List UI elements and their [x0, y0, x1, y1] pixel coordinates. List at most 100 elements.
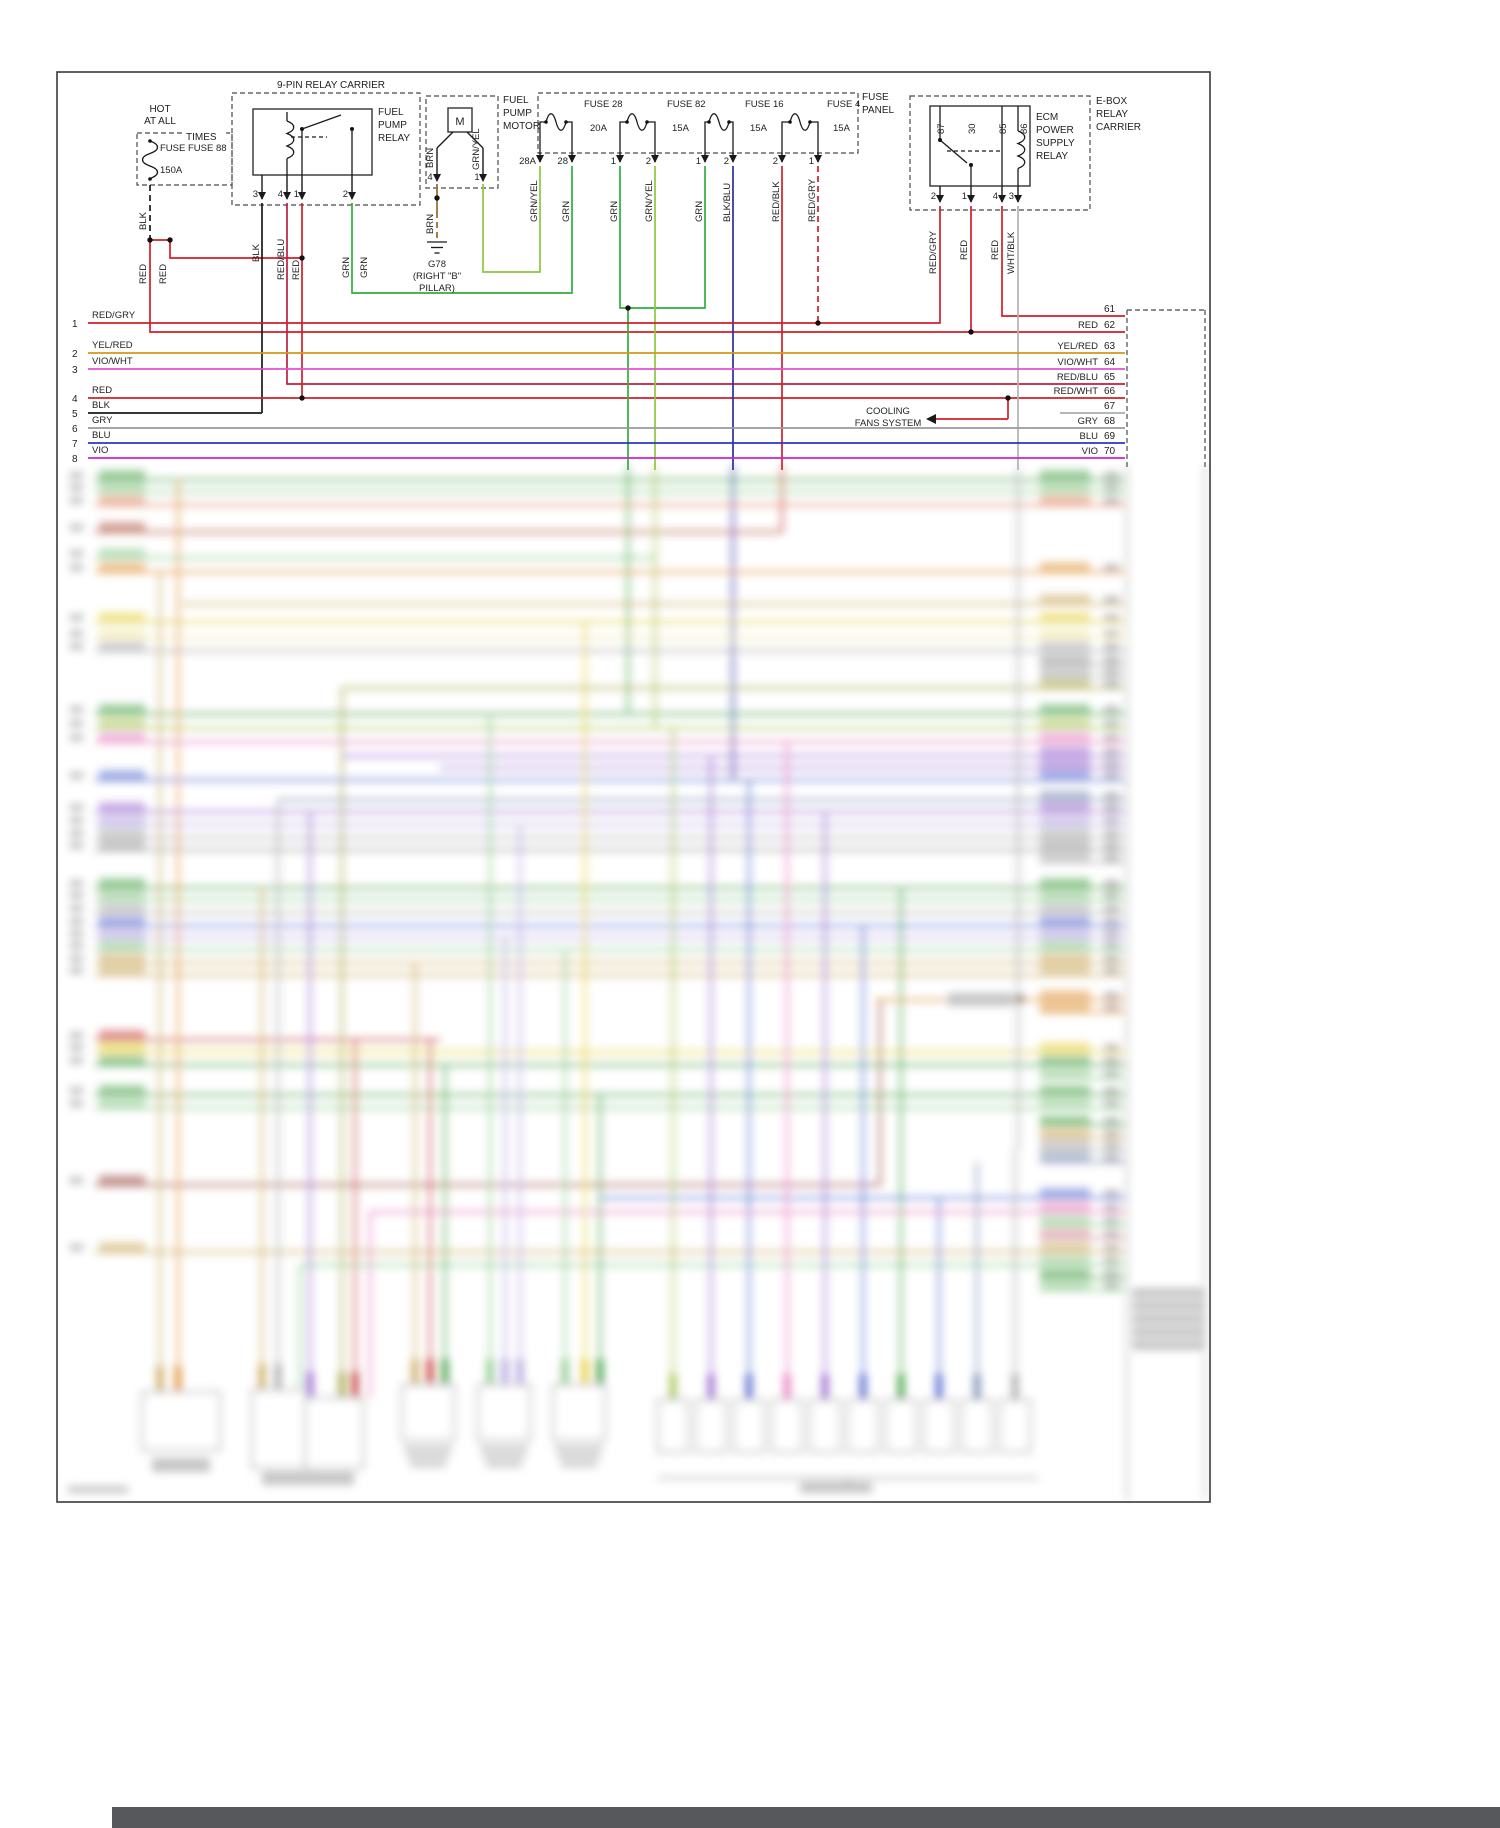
ecm-relay-name-line3: SUPPLY: [1036, 138, 1075, 149]
blurred-wire-label: [99, 1055, 145, 1064]
hot-feed-circuit: HOT AT ALL TIMES FUSE FUSE 88 150A BLK R…: [136, 104, 1125, 333]
wire-label-redblk: RED/BLK: [771, 181, 782, 222]
relay-switch-blade: [301, 114, 342, 130]
blurred-wire-label: [1040, 770, 1090, 779]
blurred-wire-label: [1040, 1140, 1090, 1149]
blurred-wire-label: [99, 878, 145, 887]
blurred-terminal-number: [1104, 1070, 1119, 1077]
relay-name-line2: PUMP: [378, 120, 407, 131]
blurred-wire-label: [1040, 1085, 1090, 1094]
blurred-terminal-number: [1104, 1230, 1119, 1237]
right-terminal-70: 70: [1104, 446, 1116, 457]
ebox-title-line2: RELAY: [1096, 109, 1128, 120]
blurred-wire-label: [1040, 758, 1090, 767]
relay-contact-dot: [350, 127, 354, 131]
blurred-terminal-number: [1104, 614, 1119, 621]
ebox-title-line1: E-BOX: [1096, 96, 1127, 107]
blurred-connector: [885, 1399, 917, 1453]
blurred-label: [1132, 1301, 1204, 1311]
wire-label-red: RED: [959, 240, 970, 260]
ecm-pin1-number: 1: [962, 191, 967, 202]
fuse16-pin-right: 2: [724, 156, 729, 167]
blurred-terminal-number: [70, 942, 83, 949]
left-wire-label-6: GRY: [92, 415, 113, 426]
blurred-wire-label: [99, 828, 145, 837]
fuse-symbol: [789, 113, 811, 131]
wire-label-red: RED: [291, 260, 302, 280]
blurred-wire-label: [99, 903, 145, 912]
motor-symbol: [447, 107, 473, 133]
blurred-connector-pin: [973, 1374, 981, 1400]
blurred-connector: [251, 1389, 311, 1469]
blurred-wire-label: [1040, 852, 1090, 861]
blurred-terminal-number: [1104, 892, 1119, 899]
blurred-wire-label: [99, 482, 145, 491]
ecm-coil-symbol: [1016, 130, 1026, 170]
blurred-terminal-number: [70, 1032, 83, 1039]
blurred-wire-label: [1040, 704, 1090, 713]
blurred-terminal-number: [1104, 1204, 1119, 1211]
wire-grn-bus: [619, 166, 706, 309]
motor-pin1-number: 1: [474, 172, 479, 183]
wire-grn-to-fuse28: [351, 166, 573, 294]
wire-label-grn: GRN: [609, 201, 620, 222]
blurred-terminal-number: [1104, 734, 1119, 741]
blurred-wire-label: [1040, 878, 1090, 887]
blurred-connector-pin: [821, 1374, 829, 1400]
blurred-terminal-number: [1104, 748, 1119, 755]
blurred-terminal-number: [1104, 1142, 1119, 1149]
blurred-label: [1132, 1340, 1204, 1350]
blurred-terminal-number: [1104, 656, 1119, 663]
blurred-wire-label: [99, 641, 145, 650]
blurred-wire-label: [1040, 1228, 1090, 1237]
blurred-terminal-number: [1104, 1057, 1119, 1064]
blurred-wire-label: [99, 770, 145, 779]
blurred-wire-label: [1040, 815, 1090, 824]
blurred-wire-label: [1040, 718, 1090, 727]
blurred-wire-label: [1040, 1098, 1090, 1107]
cooling-label-line1: COOLING: [866, 406, 910, 417]
blurred-terminal-number: [1104, 1087, 1119, 1094]
fuse82-pin-left: 1: [611, 156, 616, 167]
blurred-wire-label: [1040, 1115, 1090, 1124]
blurred-wire-label: [1040, 802, 1090, 811]
blurred-terminal-number: [70, 1044, 83, 1051]
fuse28-pin-right: 28: [557, 156, 568, 167]
blurred-terminal-number: [1104, 630, 1119, 637]
blurred-wire-label: [1040, 666, 1090, 675]
blurred-wire-label: [1040, 903, 1090, 912]
fuse-lead: [566, 121, 573, 153]
blurred-terminal-number: [70, 643, 83, 650]
blurred-connector-pin: [411, 1359, 419, 1385]
left-terminal-4: 4: [72, 394, 78, 405]
blurred-connector: [733, 1399, 765, 1453]
blurred-terminal-number: [70, 772, 83, 779]
ecm-relay-box: [929, 105, 1031, 187]
wire-label-redblu: RED/BLU: [276, 239, 287, 280]
relay-pin1-number: 1: [294, 189, 299, 200]
relay-name-line3: RELAY: [378, 133, 410, 144]
fuse88-box: [136, 132, 233, 186]
right-terminal-64: 64: [1104, 357, 1116, 368]
relay-pin4-number: 4: [278, 189, 283, 200]
fuel-pump-motor: FUEL PUMP MOTOR M BRN 4 GRN/YEL 1 BRN G7…: [413, 95, 541, 294]
ecm-pin3-number: 3: [1009, 191, 1014, 202]
wire-label-grnyel: GRN/YEL: [471, 128, 482, 170]
blurred-wire-label: [1040, 1068, 1090, 1077]
blurred-terminal-number: [70, 830, 83, 837]
blurred-label: [407, 1454, 449, 1459]
motor-letter: M: [455, 116, 464, 128]
blurred-wire-label: [1040, 953, 1090, 962]
blurred-wire-label: [1040, 1268, 1090, 1277]
fuse-panel-box: [537, 92, 859, 154]
fuse-terminal-dot: [707, 120, 711, 124]
blurred-wire-label: [1040, 1280, 1090, 1289]
blurred-terminal-number: [1104, 1117, 1119, 1124]
blurred-wire-label: [99, 916, 145, 925]
right-terminal-67: 67: [1104, 401, 1116, 412]
blurred-wire-label: [99, 890, 145, 899]
blurred-connector: [477, 1384, 531, 1441]
blurred-wire-label: [99, 840, 145, 849]
hot-label-line1: HOT: [149, 104, 170, 115]
left-terminal-6: 6: [72, 424, 78, 435]
